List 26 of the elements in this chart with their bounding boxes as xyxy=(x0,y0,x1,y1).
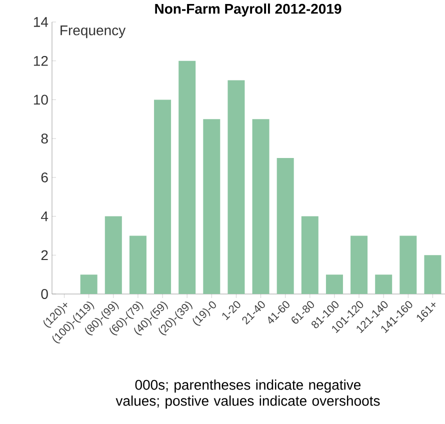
bar xyxy=(350,236,368,294)
y-tick-label: 4 xyxy=(40,211,48,222)
bar xyxy=(375,274,392,294)
y-tick-label: 14 xyxy=(34,17,48,27)
bar xyxy=(80,274,98,294)
y-tick-label: 8 xyxy=(41,134,48,144)
bar xyxy=(203,119,220,294)
bar xyxy=(154,100,172,294)
bar xyxy=(104,216,122,294)
text: 000s; parentheses indicate negative values; postive values indicate overshoots xyxy=(116,380,380,409)
bar xyxy=(400,236,417,294)
y-tick-label: 0 xyxy=(41,289,48,299)
bar xyxy=(424,255,442,294)
y-tick-label: 2 xyxy=(41,250,48,260)
chart-title: Non-Farm Payroll 2012-2019 xyxy=(155,4,342,17)
bar xyxy=(301,216,318,294)
bar xyxy=(129,236,146,294)
bar xyxy=(178,60,196,294)
y-tick-label: 10 xyxy=(34,94,48,105)
bar xyxy=(326,274,343,294)
y-tick-label: 12 xyxy=(34,56,48,66)
y-tick-label: 6 xyxy=(41,172,48,182)
bar xyxy=(252,119,270,294)
bar xyxy=(228,80,245,294)
bar xyxy=(276,158,294,294)
y-axis-title: Frequency xyxy=(60,26,126,38)
